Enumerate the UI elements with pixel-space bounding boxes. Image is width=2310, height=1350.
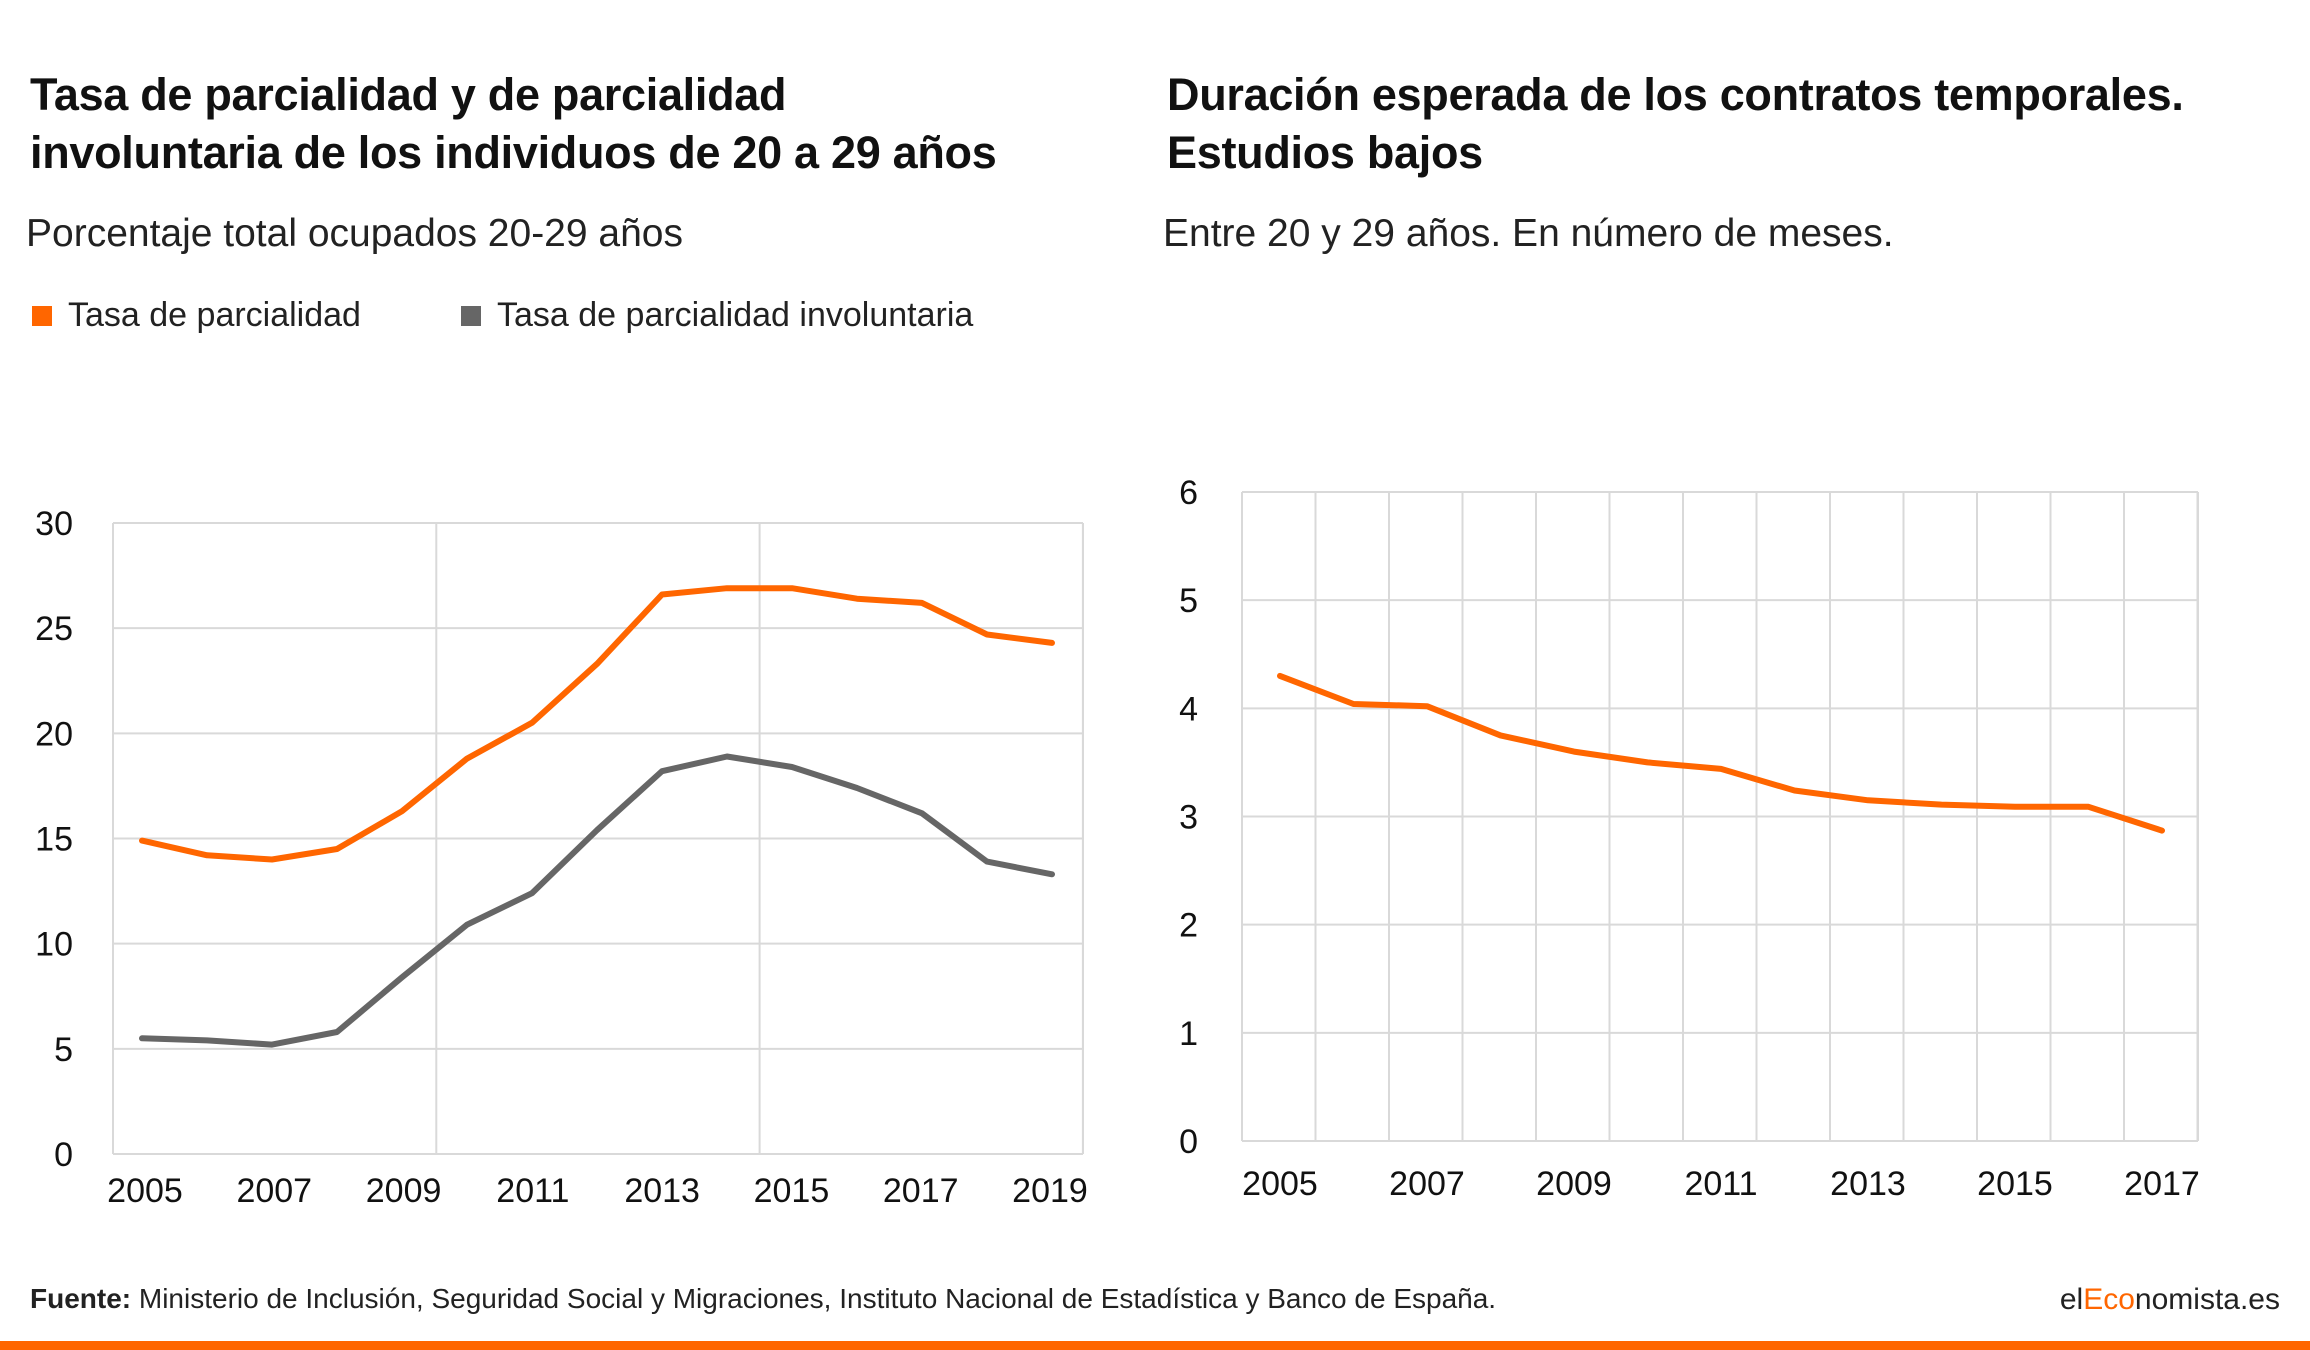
x-tick-label: 2005 — [107, 1172, 183, 1210]
legend-swatch-orange — [32, 305, 52, 326]
legend-item-involuntaria: Tasa de parcialidad involuntaria — [461, 296, 973, 335]
x-tick-label: 2015 — [754, 1172, 830, 1210]
x-tick-label: 2013 — [624, 1172, 700, 1210]
y-tick-label: 25 — [35, 610, 73, 648]
source-label: Fuente: — [30, 1283, 132, 1314]
legend-label: Tasa de parcialidad — [68, 296, 361, 334]
y-tick-label: 5 — [54, 1031, 73, 1069]
y-tick-label: 15 — [35, 821, 73, 859]
right-chart-subtitle: Entre 20 y 29 años. En número de meses. — [1163, 212, 1894, 255]
y-tick-label: 30 — [35, 505, 73, 543]
x-tick-label: 2009 — [1536, 1165, 1612, 1203]
y-tick-label: 0 — [54, 1136, 73, 1174]
right-chart-title: Duración esperada de los contratos tempo… — [1167, 66, 2184, 182]
series-line-1 — [1277, 672, 2165, 834]
left-line-chart: 0 5 10 15 20 25 30 2005 2007 2009 2011 2013 2015 2017… — [35, 505, 1088, 1210]
x-tick-label: 2011 — [1684, 1165, 1757, 1203]
y-tick-label: 20 — [35, 715, 73, 753]
x-tick-label: 2019 — [1012, 1172, 1088, 1210]
x-tick-label: 2009 — [366, 1172, 442, 1210]
series-line-2 — [139, 753, 1055, 1048]
legend-label: Tasa de parcialidad involuntaria — [497, 296, 974, 334]
y-tick-label: 1 — [1179, 1015, 1198, 1053]
right-line-chart: 0 1 2 3 4 5 6 2005 2007 2009 2011 2013 2015 2017 — [1179, 474, 2200, 1203]
x-tick-label: 2007 — [1389, 1165, 1465, 1203]
right-title-line2: Estudios bajos — [1167, 127, 1483, 178]
y-tick-label: 5 — [1179, 582, 1198, 620]
bottom-accent-bar — [0, 1341, 2310, 1350]
y-tick-label: 4 — [1179, 690, 1198, 728]
x-tick-label: 2013 — [1830, 1165, 1906, 1203]
y-tick-label: 0 — [1179, 1123, 1198, 1161]
x-tick-label: 2005 — [1242, 1165, 1318, 1203]
right-title-line1: Duración esperada de los contratos tempo… — [1167, 69, 2184, 120]
y-tick-label: 3 — [1179, 799, 1198, 837]
y-tick-label: 6 — [1179, 474, 1198, 512]
series-line-1 — [139, 585, 1055, 863]
source-text: Ministerio de Inclusión, Seguridad Socia… — [131, 1283, 1497, 1314]
x-tick-label: 2011 — [496, 1172, 569, 1210]
logo-eco: Eco — [2083, 1283, 2135, 1316]
y-tick-label: 2 — [1179, 907, 1198, 945]
left-title-line2: involuntaria de los individuos de 20 a 2… — [30, 127, 997, 178]
legend-item-parcialidad: Tasa de parcialidad — [32, 296, 361, 335]
left-chart-subtitle: Porcentaje total ocupados 20-29 años — [26, 212, 683, 255]
x-tick-label: 2017 — [2124, 1165, 2200, 1203]
brand-logo[interactable]: elEconomista.es — [2060, 1283, 2280, 1317]
x-tick-label: 2015 — [1977, 1165, 2053, 1203]
left-chart-title: Tasa de parcialidad y de parcialidad inv… — [30, 66, 997, 182]
logo-rest: nomista.es — [2134, 1283, 2280, 1316]
source-note: Fuente: Ministerio de Inclusión, Segurid… — [30, 1283, 1496, 1315]
x-tick-label: 2017 — [883, 1172, 959, 1210]
x-tick-label: 2007 — [236, 1172, 312, 1210]
y-tick-label: 10 — [35, 926, 73, 964]
legend-swatch-gray — [461, 305, 481, 326]
logo-el: el — [2059, 1283, 2084, 1316]
left-title-line1: Tasa de parcialidad y de parcialidad — [30, 69, 787, 120]
